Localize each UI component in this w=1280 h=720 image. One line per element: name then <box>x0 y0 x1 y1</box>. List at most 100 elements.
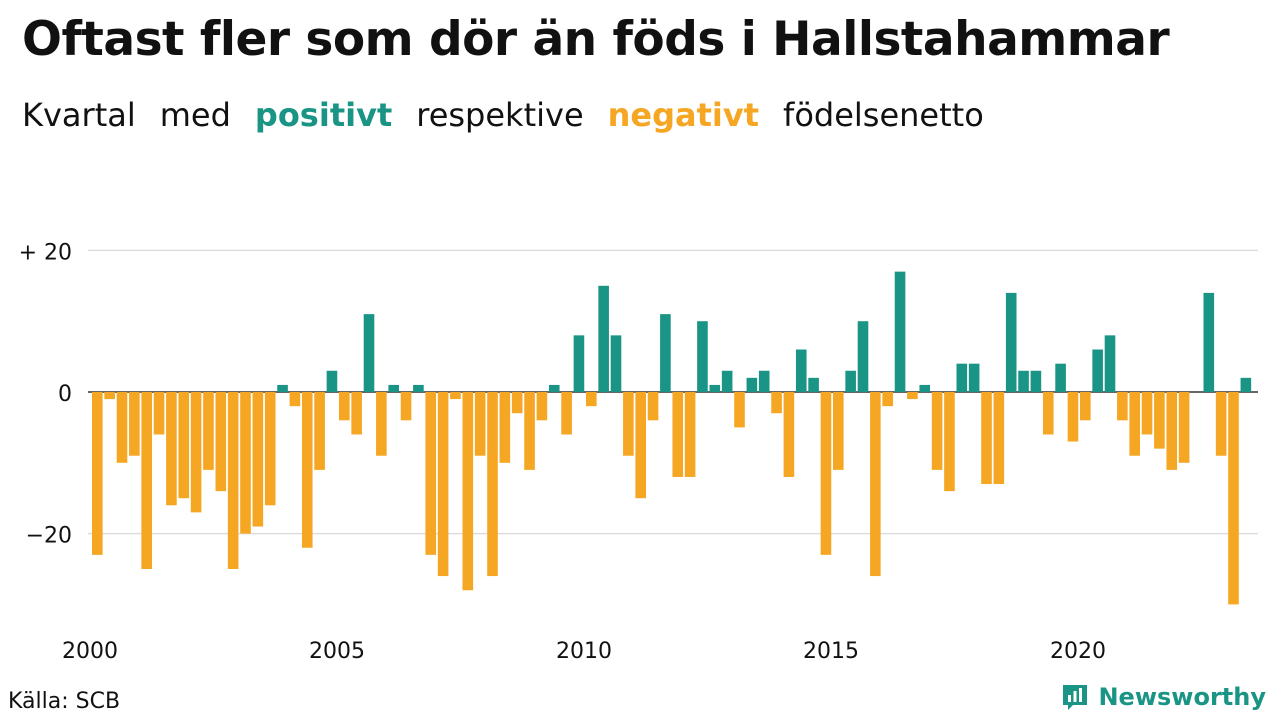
bar <box>1117 392 1128 421</box>
bar <box>178 392 190 499</box>
bar <box>870 392 881 577</box>
bar <box>129 392 140 456</box>
bar <box>1240 377 1252 392</box>
bar <box>240 392 251 534</box>
bar <box>783 392 795 477</box>
bar <box>845 370 856 392</box>
bar <box>1166 392 1178 470</box>
bar <box>968 363 980 392</box>
bar <box>104 392 115 400</box>
subtitle-positive-label: positivt <box>254 96 393 134</box>
bar <box>277 384 288 392</box>
bar <box>808 377 819 392</box>
x-tick-label: 2005 <box>309 639 365 664</box>
bar <box>388 384 399 392</box>
bar <box>857 321 869 392</box>
bar <box>92 392 103 555</box>
y-tick-label: 0 <box>58 382 72 407</box>
chart-bars <box>92 271 1252 605</box>
bar <box>573 335 585 392</box>
bar <box>919 384 931 392</box>
bar-chart-bubble-icon <box>1063 685 1088 710</box>
bar <box>289 392 301 407</box>
x-tick-label: 2015 <box>803 639 859 664</box>
bar <box>660 314 671 392</box>
bar <box>116 392 128 463</box>
bar <box>1215 392 1227 456</box>
bar <box>166 392 177 506</box>
bar <box>252 392 264 527</box>
x-tick-label: 2000 <box>62 639 118 664</box>
subtitle-word-birth-net: födelsenetto <box>783 96 984 134</box>
subtitle-negative-label: negativt <box>607 96 760 134</box>
bar <box>141 392 152 569</box>
source-note: Källa: SCB <box>8 689 121 714</box>
bar <box>1018 370 1029 392</box>
bar <box>400 392 412 421</box>
bar <box>956 363 968 392</box>
bar <box>931 392 943 470</box>
bar <box>351 392 362 435</box>
bar <box>376 392 387 456</box>
bar <box>833 392 844 470</box>
bar <box>721 370 733 392</box>
bar <box>882 392 893 407</box>
bar <box>425 392 437 555</box>
x-tick-label: 2010 <box>556 639 612 664</box>
chart-title: Oftast fler som dör än föds i Hallstaham… <box>22 12 1170 67</box>
bar <box>363 314 375 392</box>
y-tick-label: + 20 <box>19 240 72 265</box>
bar <box>462 392 474 591</box>
bar <box>623 392 634 456</box>
bar <box>981 392 992 485</box>
bar <box>993 392 1005 485</box>
bar <box>301 392 313 548</box>
bar <box>610 335 622 392</box>
bar <box>894 271 906 392</box>
bar <box>264 392 276 506</box>
bar <box>1104 335 1116 392</box>
bar <box>499 392 511 463</box>
bar <box>326 370 338 392</box>
subtitle-word-with: med <box>159 96 231 134</box>
bar <box>437 392 449 577</box>
bar <box>511 392 523 414</box>
y-tick-label: −20 <box>26 524 72 549</box>
subtitle-word-respectively: respektive <box>416 96 584 134</box>
bar <box>944 392 955 492</box>
bar <box>1203 292 1215 392</box>
bar <box>907 392 918 400</box>
bar <box>548 384 560 392</box>
y-axis-labels: + 20 0 −20 <box>19 240 72 548</box>
x-axis-labels: 2000 2005 2010 2015 2020 <box>62 639 1106 664</box>
bar <box>536 392 548 421</box>
bar <box>697 321 708 392</box>
bar <box>746 377 758 392</box>
bar <box>771 392 782 414</box>
bar <box>647 392 659 421</box>
bar <box>1228 392 1239 605</box>
bar <box>190 392 202 513</box>
bar <box>795 349 807 392</box>
bar <box>1005 292 1017 392</box>
bar <box>1129 392 1140 456</box>
bar <box>413 384 424 392</box>
bar <box>1154 392 1165 449</box>
bar <box>215 392 227 492</box>
bar <box>524 392 535 470</box>
bar <box>635 392 646 499</box>
chart-subtitle: Kvartal med positivt respektive negativt föde… <box>22 96 1008 134</box>
bar <box>450 392 461 400</box>
x-tick-label: 2020 <box>1050 639 1106 664</box>
bar <box>709 384 721 392</box>
bar <box>1042 392 1054 435</box>
bar <box>153 392 165 435</box>
bar <box>734 392 745 428</box>
subtitle-word-quarters: Kvartal <box>22 96 136 134</box>
bar <box>561 392 572 435</box>
bar <box>1030 370 1042 392</box>
bar <box>586 392 597 407</box>
bar <box>474 392 486 456</box>
bar <box>598 285 609 392</box>
